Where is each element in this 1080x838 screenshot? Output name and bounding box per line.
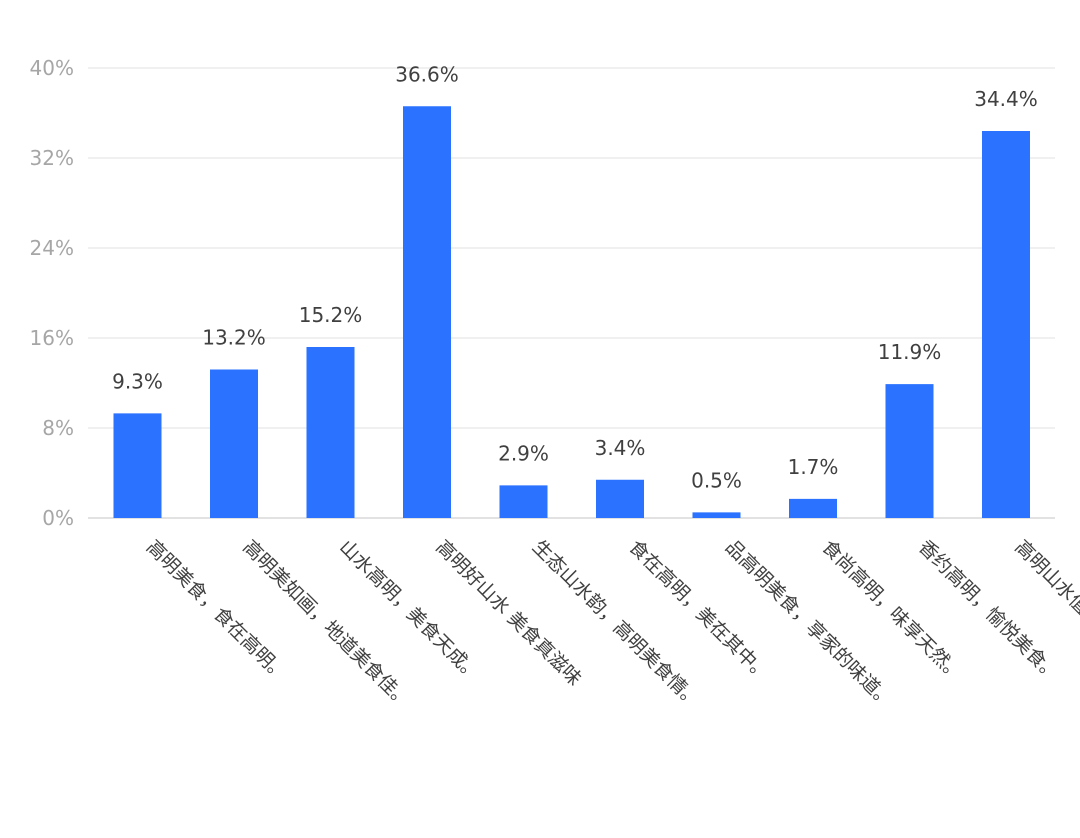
bar [403,106,451,518]
data-label: 11.9% [878,340,942,364]
category-label: 品高明美食，享家的味道。 [721,536,898,713]
y-tick-label: 32% [30,146,74,170]
bar [306,347,355,518]
category-label: 高明山水值 [1010,536,1080,619]
y-tick-label: 24% [30,236,74,260]
data-label: 2.9% [498,441,549,465]
bar [596,479,644,518]
y-tick-label: 0% [42,506,74,530]
bar [113,413,162,518]
data-label: 34.4% [974,87,1038,111]
category-label: 高明美如画，地道美食佳。 [238,536,415,713]
y-tick-label: 40% [30,56,74,80]
y-tick-label: 16% [30,326,74,350]
bar [885,384,934,518]
bars [113,106,1030,518]
data-label: 0.5% [691,468,742,492]
category-label: 生态山水韵，高明美食情。 [528,536,705,713]
data-label: 3.4% [595,436,646,460]
y-tick-label: 8% [42,416,74,440]
data-label: 13.2% [202,326,266,350]
bar [789,498,837,518]
y-axis-tick-labels: 0% 8% 16% 24% 32% 40% [30,56,74,530]
bar [982,131,1030,518]
x-axis-category-labels: 高明美食，食在高明。高明美如画，地道美食佳。山水高明，美食天成。高明好山水 美食… [142,536,1080,713]
bar [499,485,548,518]
data-label: 36.6% [395,62,459,86]
data-labels: 9.3% 13.2% 15.2% 36.6% 2.9% 3.4% 0.5% 1.7% 11.9%… [112,62,1038,492]
data-label: 9.3% [112,369,163,393]
bar [210,369,258,518]
data-label: 1.7% [788,455,839,479]
data-label: 15.2% [299,303,363,327]
bar [692,512,741,518]
